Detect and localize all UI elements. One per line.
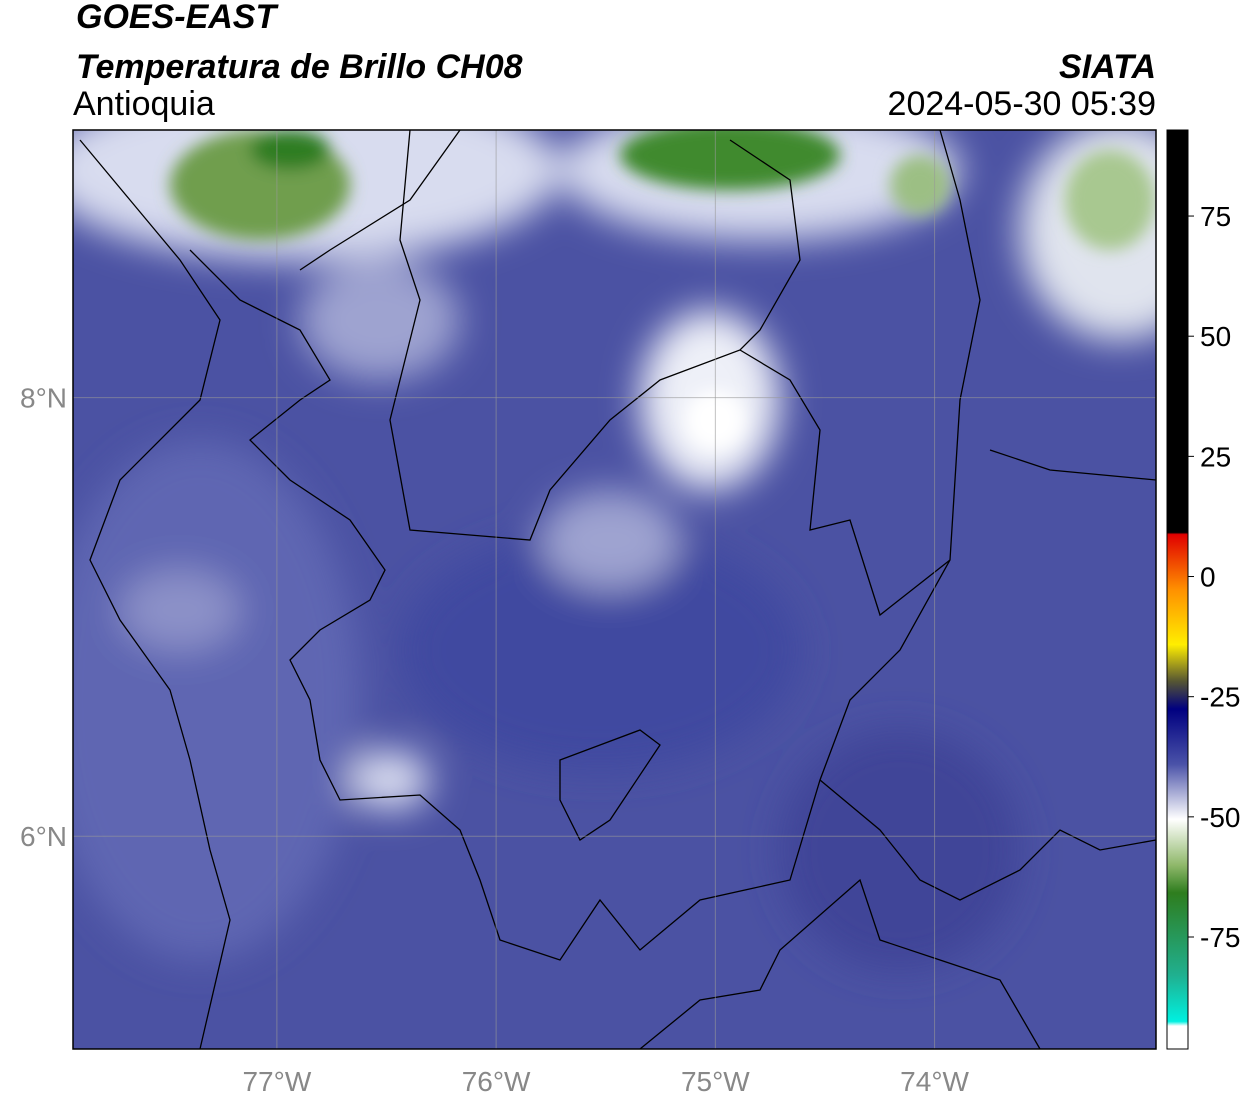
x-tick-label: 76°W: [462, 1066, 531, 1097]
x-tick-label: 74°W: [900, 1066, 969, 1097]
colorbar-tick-label: 50: [1200, 321, 1231, 352]
colorbar-tick-label: 75: [1200, 201, 1231, 232]
colorbar: [1166, 129, 1189, 1050]
colorbar-tick-label: 0: [1200, 562, 1216, 593]
colorbar-tick-label: -25: [1200, 682, 1240, 713]
map-field: [73, 130, 1156, 1049]
y-tick-label: 8°N: [20, 383, 67, 414]
datetime: 2024-05-30 05:39: [888, 85, 1156, 123]
title: GOES-EAST: [76, 0, 279, 36]
map-frame: [72, 129, 1157, 1050]
colorbar-tick-label: -50: [1200, 802, 1240, 833]
region: Antioquia: [73, 85, 215, 123]
colorbar-tick-label: 25: [1200, 441, 1231, 472]
y-tick-label: 6°N: [20, 821, 67, 852]
grid: [73, 130, 1156, 1049]
colorbar-tick-label: -75: [1200, 922, 1240, 953]
subtitle: Temperatura de Brillo CH08: [76, 48, 523, 86]
x-tick-label: 77°W: [242, 1066, 311, 1097]
source: SIATA: [1059, 48, 1156, 86]
x-tick-label: 75°W: [681, 1066, 750, 1097]
